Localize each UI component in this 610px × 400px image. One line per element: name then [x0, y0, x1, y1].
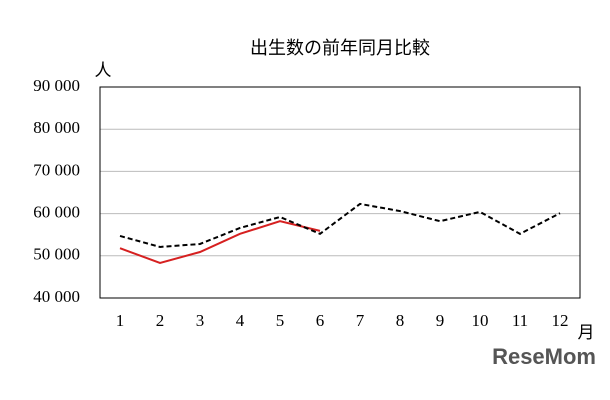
y-axis-label: 人	[95, 61, 112, 80]
x-tick-label: 1	[116, 311, 125, 330]
y-tick-label: 80 000	[33, 118, 80, 137]
x-tick-label: 4	[236, 311, 245, 330]
plot-frame	[99, 86, 581, 299]
x-tick-label: 11	[512, 311, 528, 330]
y-tick-label: 70 000	[33, 160, 80, 179]
series-line	[119, 202, 561, 248]
x-tick-label: 12	[552, 311, 569, 330]
x-tick-label: 9	[436, 311, 445, 330]
chart-title: 出生数の前年同月比較	[250, 38, 430, 58]
x-tick-label: 6	[316, 311, 325, 330]
x-tick-label: 5	[276, 311, 285, 330]
y-tick-label: 60 000	[33, 203, 80, 222]
x-tick-label: 8	[396, 311, 405, 330]
x-tick-label: 7	[356, 311, 365, 330]
x-tick-label: 2	[156, 311, 165, 330]
y-tick-label: 90 000	[33, 76, 80, 95]
watermark: ReseMom	[492, 344, 596, 369]
y-tick-label: 40 000	[33, 287, 80, 306]
x-tick-label: 3	[196, 311, 205, 330]
y-tick-label: 50 000	[33, 245, 80, 264]
x-axis-label: 月	[578, 323, 595, 342]
x-tick-label: 10	[472, 311, 489, 330]
series-line	[119, 220, 321, 265]
